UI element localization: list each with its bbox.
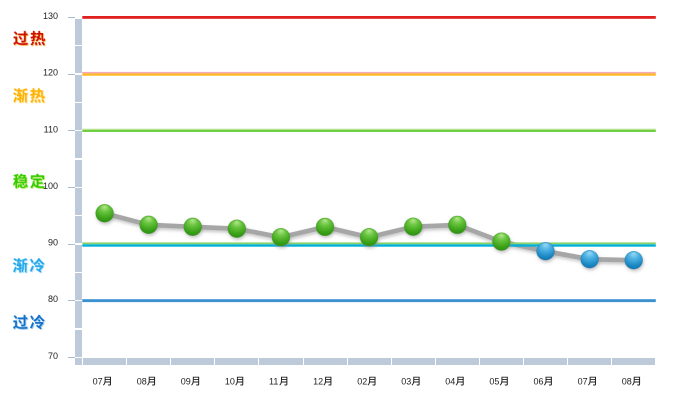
svg-text:06: 06 xyxy=(534,377,544,387)
svg-text:120: 120 xyxy=(43,68,58,78)
svg-text:05: 05 xyxy=(489,377,499,387)
svg-text:03: 03 xyxy=(401,377,411,387)
svg-text:07: 07 xyxy=(93,377,103,387)
svg-text:07: 07 xyxy=(578,377,588,387)
svg-text:110: 110 xyxy=(44,124,58,134)
svg-text:12: 12 xyxy=(313,377,323,387)
svg-text:04: 04 xyxy=(445,377,455,387)
svg-text:80: 80 xyxy=(48,294,58,304)
svg-text:09: 09 xyxy=(181,377,191,387)
svg-text:08: 08 xyxy=(622,377,632,387)
svg-text:130: 130 xyxy=(43,11,58,21)
svg-text:100: 100 xyxy=(43,181,58,191)
svg-text:11: 11 xyxy=(269,377,278,387)
svg-text:70: 70 xyxy=(48,351,58,361)
svg-text:90: 90 xyxy=(48,238,58,248)
svg-text:10: 10 xyxy=(225,377,235,387)
svg-text:08: 08 xyxy=(137,377,147,387)
svg-text:02: 02 xyxy=(357,377,367,387)
